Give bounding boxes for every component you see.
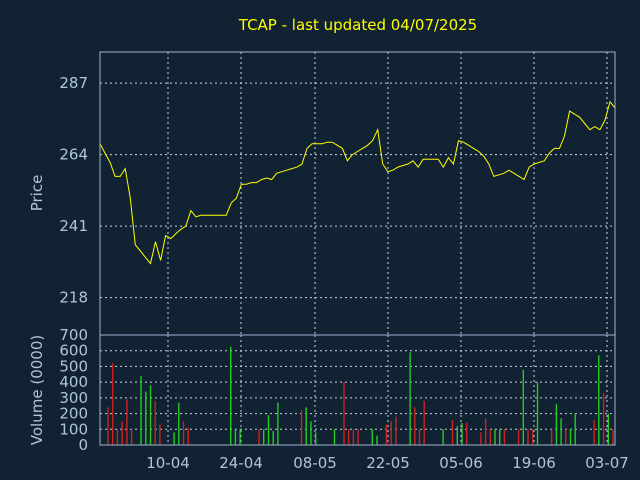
volume-y-tick-label: 200	[59, 405, 88, 423]
volume-bars	[107, 346, 614, 445]
date-tick-label: 10-04	[146, 454, 190, 472]
volume-y-tick-label: 600	[59, 342, 88, 360]
price-panel: 218 241 264 287 Price	[28, 51, 616, 336]
price-y-ticks: 218 241 264 287	[59, 74, 88, 307]
price-frame	[99, 51, 616, 336]
date-tick-label: 08-05	[293, 454, 337, 472]
volume-frame	[99, 334, 616, 446]
chart-title: TCAP - last updated 04/07/2025	[238, 16, 477, 34]
date-x-ticks: 10-04 24-04 08-05 22-05 05-06 19-06 03-07	[146, 454, 629, 472]
date-tick-label: 05-06	[439, 454, 483, 472]
price-axis-label: Price	[28, 175, 46, 212]
price-grid	[100, 52, 615, 335]
volume-y-tick-label: 0	[78, 436, 88, 454]
date-tick-label: 03-07	[585, 454, 629, 472]
price-y-tick-label: 264	[59, 146, 88, 164]
volume-axis-label: Volume (0000)	[28, 335, 46, 445]
price-line	[99, 100, 616, 265]
volume-y-tick-label: 400	[59, 373, 88, 391]
price-y-tick-label: 241	[59, 217, 88, 235]
volume-y-tick-label: 300	[59, 389, 88, 407]
price-y-tick-label: 218	[59, 289, 88, 307]
price-y-tick-label: 287	[59, 74, 88, 92]
volume-y-tick-label: 700	[59, 326, 88, 344]
volume-y-tick-label: 100	[59, 420, 88, 438]
volume-grid	[100, 335, 615, 445]
date-tick-label: 24-04	[219, 454, 263, 472]
date-tick-label: 19-06	[512, 454, 556, 472]
volume-y-tick-label: 500	[59, 357, 88, 375]
date-tick-label: 22-05	[366, 454, 410, 472]
